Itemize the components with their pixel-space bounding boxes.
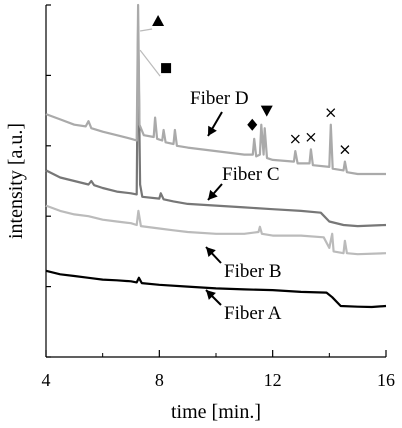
marker-square-1 bbox=[161, 63, 172, 74]
x-tick-label-16: 16 bbox=[377, 370, 395, 390]
y-axis-label: intensity [a.u.] bbox=[5, 123, 27, 239]
marker-x-5-stroke bbox=[306, 132, 316, 142]
marker-x-4-stroke bbox=[290, 134, 300, 144]
label-fiber-a: Fiber A bbox=[224, 303, 282, 324]
markers-layer bbox=[139, 15, 350, 155]
marker-triangle-down-3 bbox=[260, 105, 273, 117]
arrowhead-fiber-c bbox=[208, 189, 218, 200]
series-line-fiber-d bbox=[45, 3, 386, 176]
label-fiber-c: Fiber C bbox=[222, 164, 280, 185]
marker-triangle-up-0 bbox=[152, 15, 165, 26]
x-tick-label-8: 8 bbox=[155, 370, 164, 390]
label-fiber-d: Fiber D bbox=[190, 88, 249, 109]
x-axis-label: time [min.] bbox=[171, 401, 261, 423]
marker-x-6-stroke bbox=[326, 108, 336, 118]
ticks: 4 8 12 16 bbox=[42, 4, 395, 390]
series-line-fiber-a bbox=[45, 269, 387, 309]
series-line-fiber-b bbox=[45, 204, 387, 256]
annotations: Fiber D Fiber C Fiber B Fiber A bbox=[190, 88, 282, 324]
plot-area bbox=[45, 5, 386, 358]
marker-square-1-leader bbox=[139, 49, 161, 77]
series-layer bbox=[45, 3, 387, 309]
arrowhead-fiber-d bbox=[208, 125, 217, 136]
arrowhead-fiber-a bbox=[206, 290, 216, 300]
label-fiber-b: Fiber B bbox=[224, 261, 282, 282]
series-line-fiber-c bbox=[45, 25, 387, 228]
x-tick-label-4: 4 bbox=[42, 370, 51, 390]
marker-diamond-2 bbox=[247, 118, 258, 131]
marker-x-7-stroke bbox=[340, 145, 350, 155]
arrowhead-fiber-b bbox=[206, 247, 216, 257]
x-tick-label-12: 12 bbox=[264, 370, 282, 390]
marker-triangle-up-0-leader bbox=[139, 28, 153, 32]
